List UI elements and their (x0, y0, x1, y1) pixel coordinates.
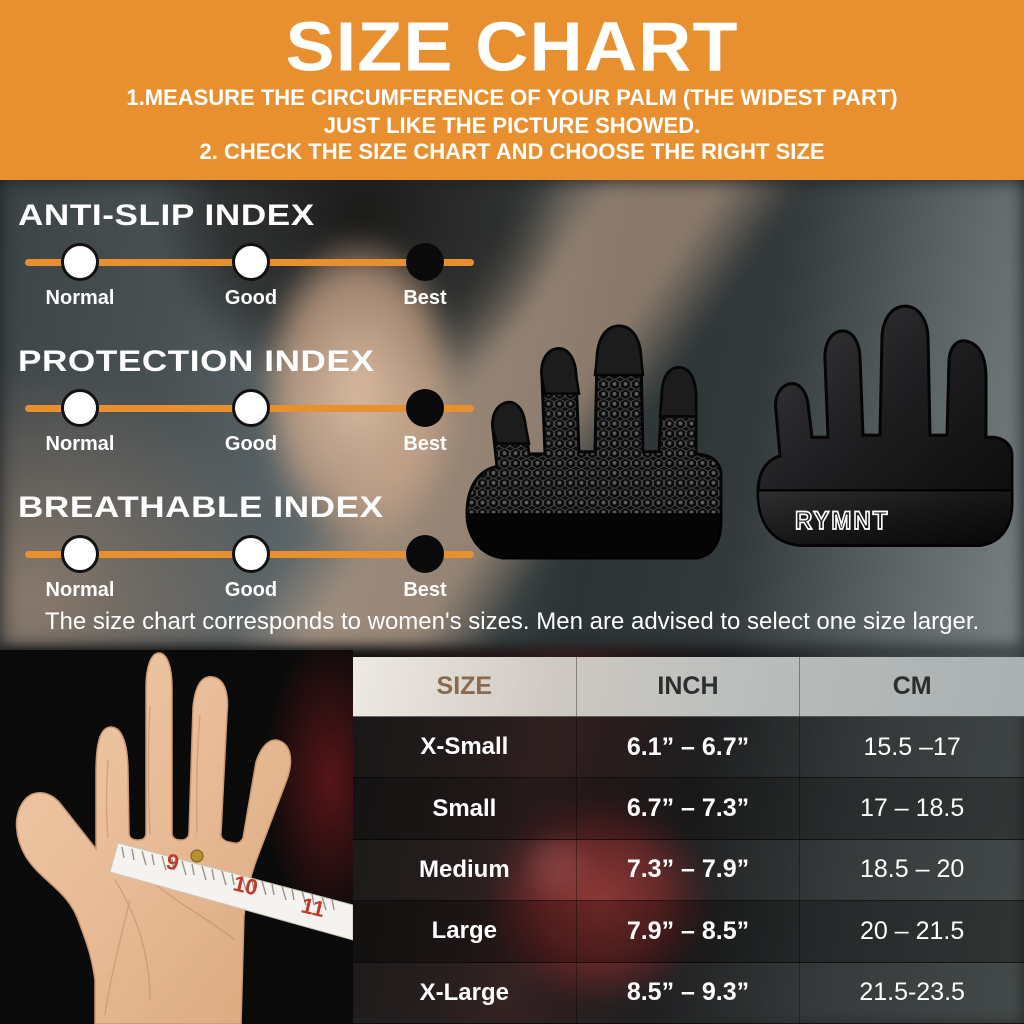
svg-text:RYMNT: RYMNT (795, 507, 889, 535)
